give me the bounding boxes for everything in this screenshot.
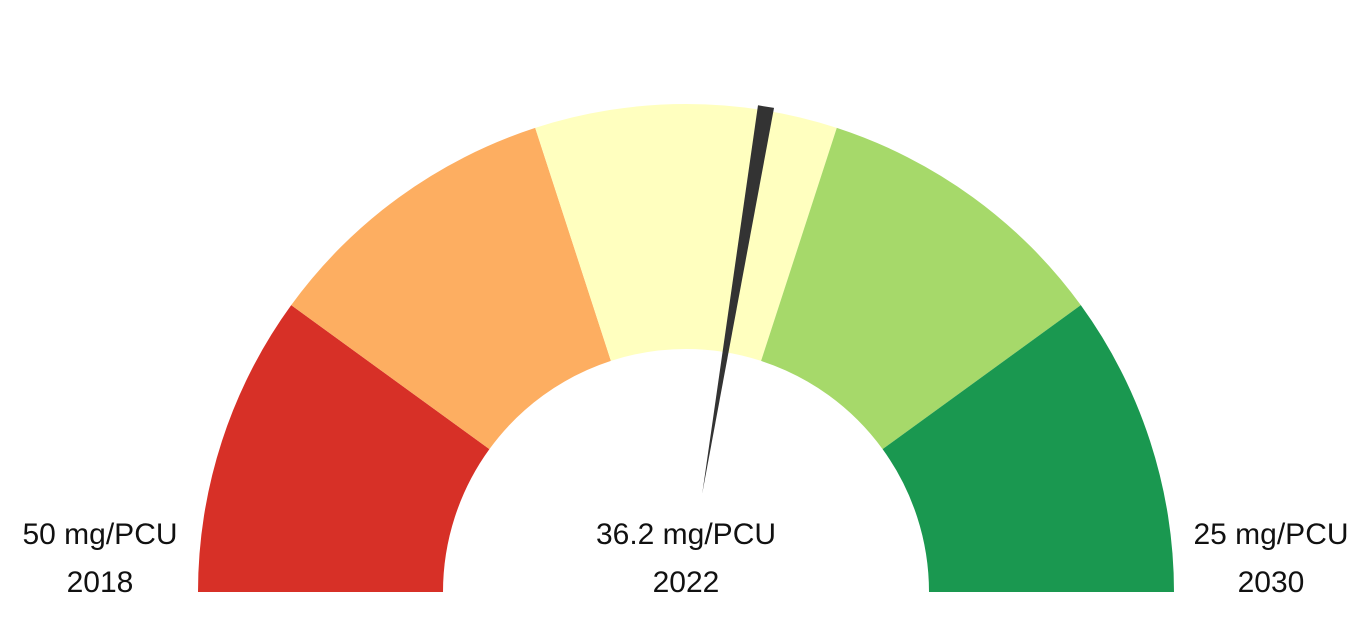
gauge-needle — [702, 105, 775, 494]
min-value-label: 50 mg/PCU — [22, 518, 177, 551]
gauge-band-2 — [291, 127, 611, 450]
current-value-label: 36.2 mg/PCU — [596, 518, 776, 551]
gauge-band-1 — [198, 305, 490, 592]
current-year-label: 2022 — [653, 566, 720, 599]
gauge-band-5 — [882, 305, 1174, 592]
min-year-label: 2018 — [67, 566, 134, 599]
gauge-band-4 — [761, 127, 1081, 450]
max-year-label: 2030 — [1238, 566, 1305, 599]
max-value-label: 25 mg/PCU — [1193, 518, 1348, 551]
